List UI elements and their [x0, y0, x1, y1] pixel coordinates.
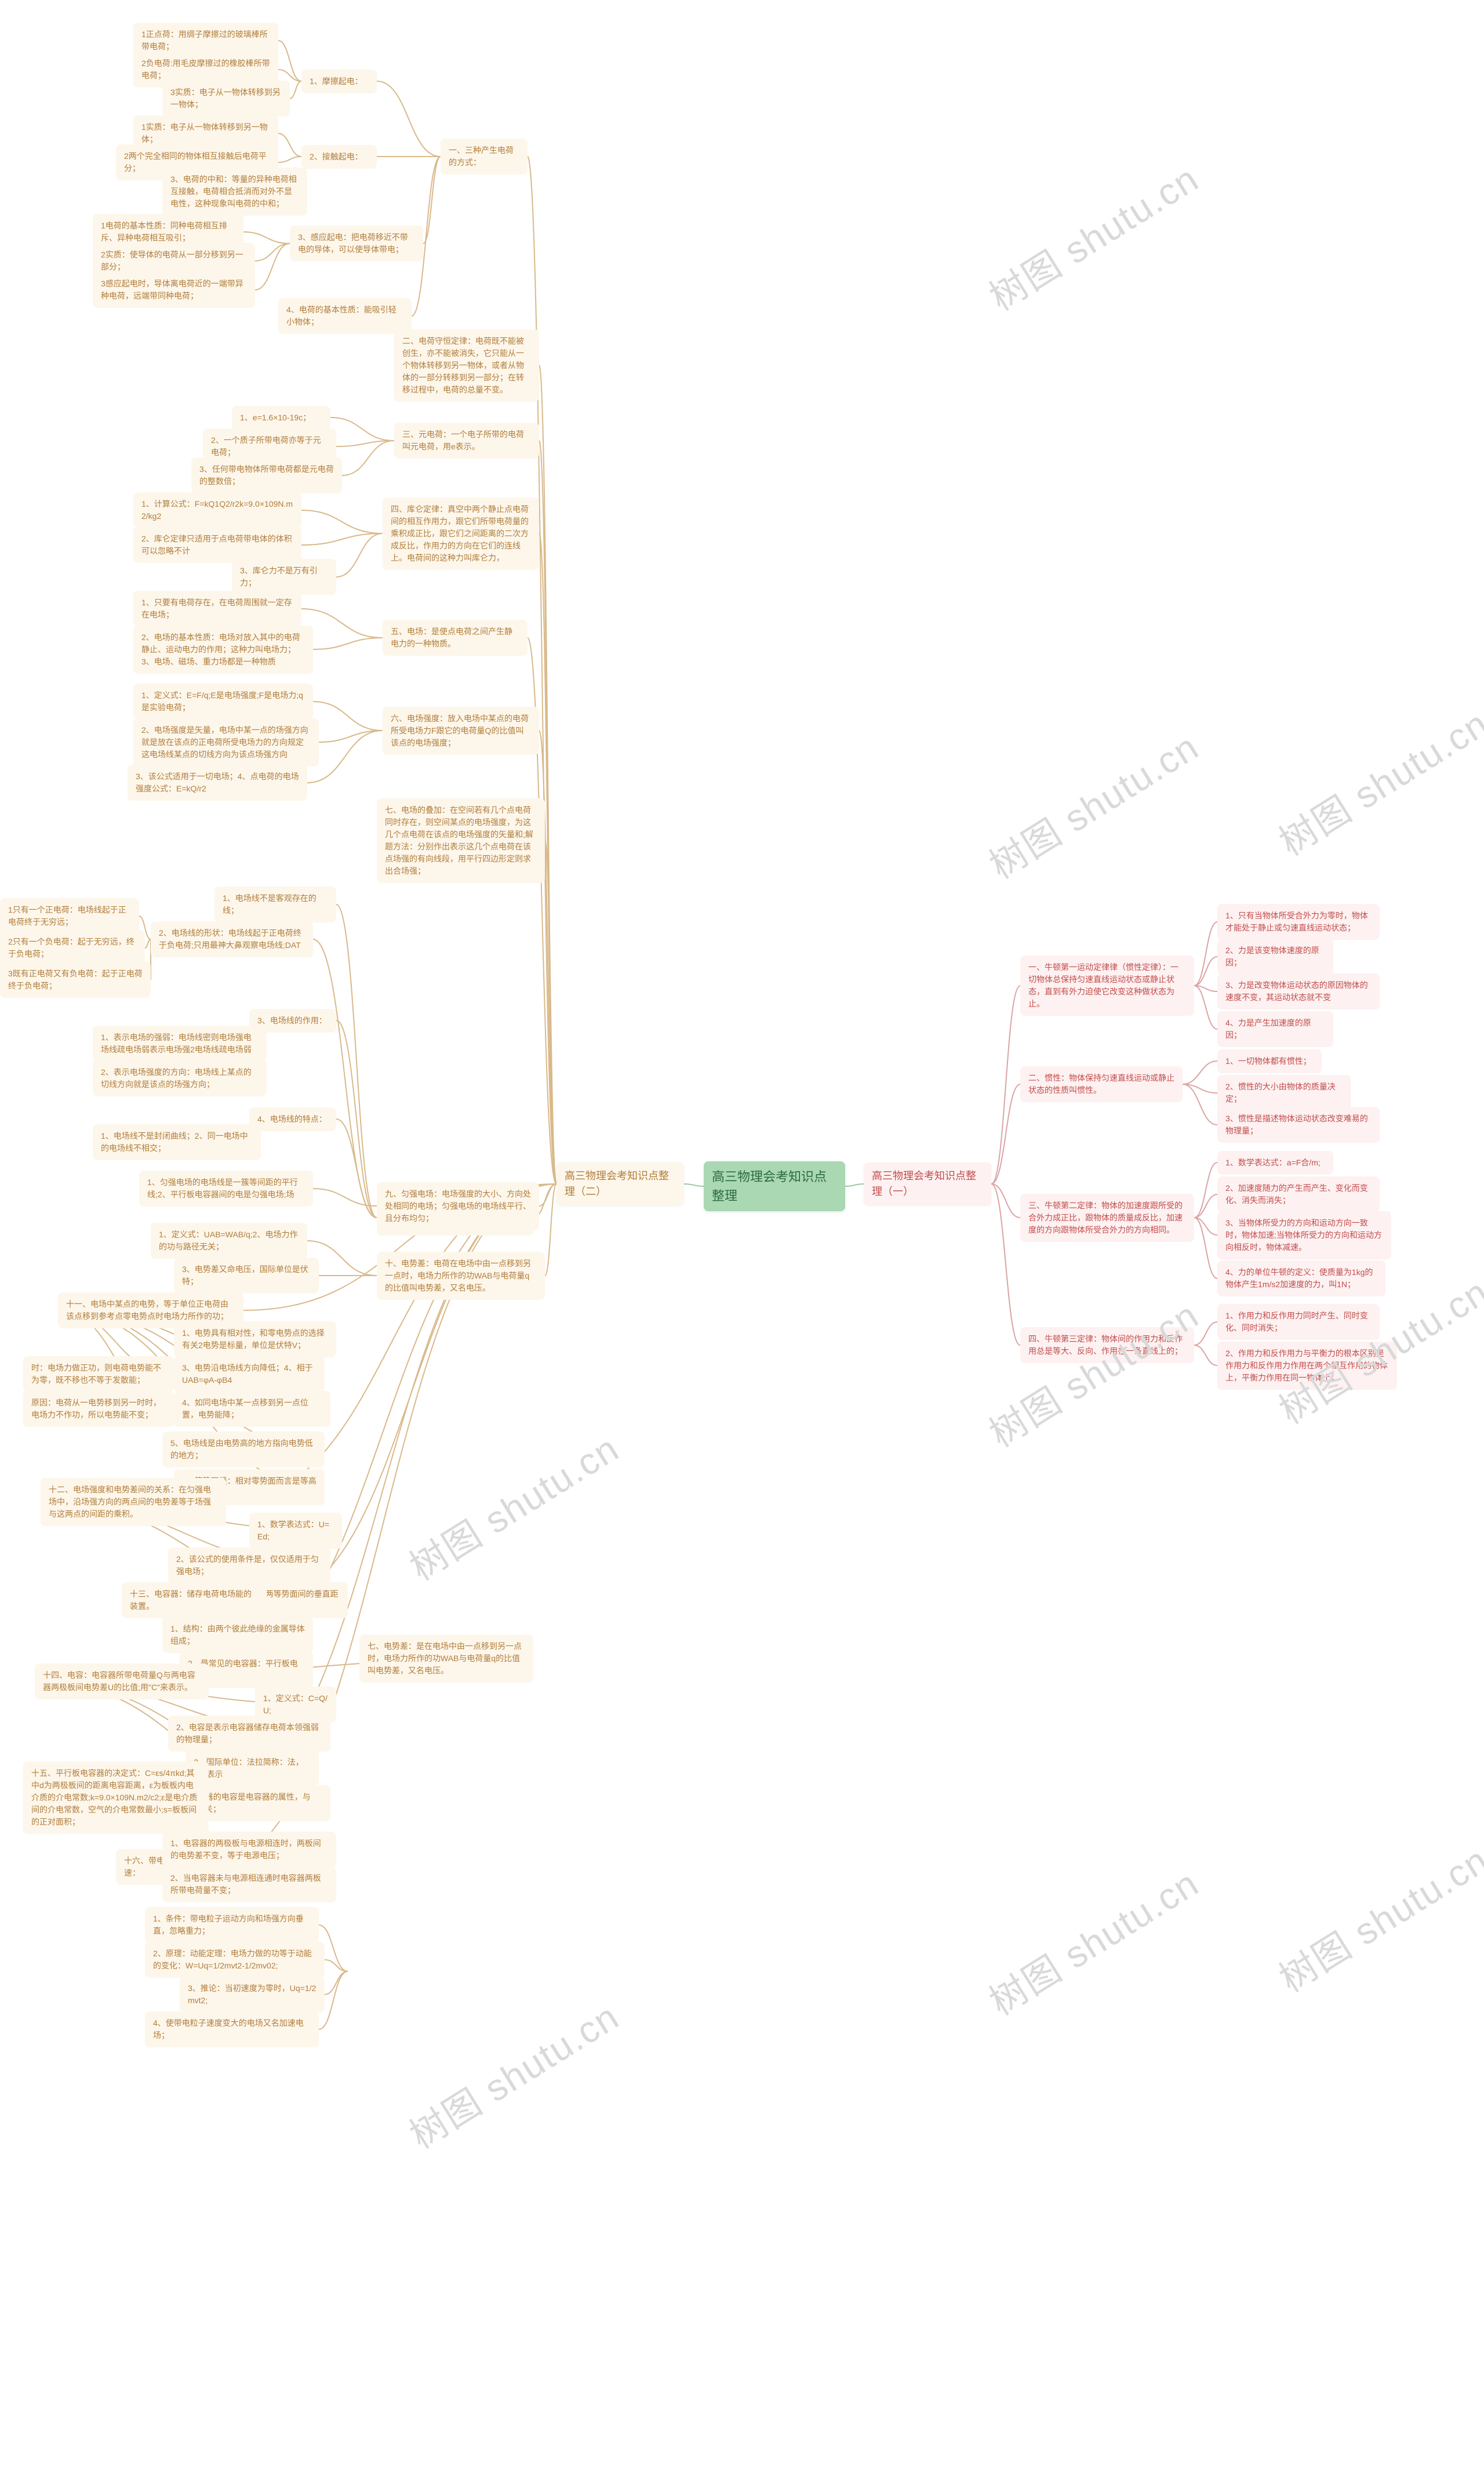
mindmap-node[interactable]: 2、惯性的大小由物体的质量决定；	[1217, 1075, 1351, 1111]
section-2[interactable]: 高三物理会考知识点整理（二）	[556, 1163, 684, 1205]
mindmap-node[interactable]: 3、库仑力不是万有引力；	[232, 559, 336, 595]
mindmap-node[interactable]: 2、该公式的使用条件是，仅仅适用于匀强电场；	[168, 1548, 330, 1583]
mindmap-node[interactable]: 1、匀强电场的电场线是一簇等间距的平行线;2、平行板电容器间的电是匀强电场;场	[139, 1171, 313, 1207]
watermark: 树图 shutu.cn	[978, 150, 1207, 321]
mindmap-node[interactable]: 5、电场线是由电势高的地方指向电势低的地方；	[162, 1432, 325, 1467]
watermark: 树图 shutu.cn	[398, 1988, 628, 2159]
mindmap-node[interactable]: 2、电场强度是矢量，电场中某一点的场强方向就是放在该点的正电荷所受电场力的方向规…	[133, 718, 319, 767]
mindmap-node[interactable]: 五、电场：是使点电荷之间产生静电力的一种物质。	[383, 620, 528, 656]
mindmap-node[interactable]: 3、惯性是描述物体运动状态改变难易的物理量；	[1217, 1107, 1380, 1143]
mindmap-node[interactable]: 九、匀强电场：电场强度的大小、方向处处相同的电场；匀强电场的电场线平行、且分布均…	[377, 1182, 539, 1230]
mindmap-node[interactable]: 3、感应起电：把电荷移近不带电的导体，可以使导体带电；	[290, 226, 423, 261]
mindmap-node[interactable]: 2、作用力和反作用力与平衡力的根本区别是作用力和反作用力作用在两个相互作用的物体…	[1217, 1342, 1397, 1390]
mindmap-node[interactable]: 3、电势沿电场线方向降低；4、相于 UAB=φA-φB4	[174, 1356, 325, 1392]
mindmap-node[interactable]: 1、电场线不是客观存在的线；	[214, 887, 336, 922]
mindmap-node[interactable]: 六、电场强度：放入电场中某点的电荷所受电场力F跟它的电荷量Q的比值叫该点的电场强…	[383, 707, 539, 755]
mindmap-node[interactable]: 1、只要有电荷存在，在电荷周围就一定存在电场；	[133, 591, 301, 627]
mindmap-node[interactable]: 十、电势差：电荷在电场中由一点移到另一点时，电场力所作的功WAB与电荷量q的比值…	[377, 1252, 545, 1300]
mindmap-node[interactable]: 1、数学表达式：U=Ed;	[249, 1513, 342, 1549]
mindmap-node[interactable]: 十四、电容：电容器所带电荷量Q与两电容器两极板间电势差U的比值;用"C"来表示。	[35, 1663, 209, 1699]
mindmap-node[interactable]: 4、如同电场中某一点移到另一点位置，电势能降；	[174, 1391, 330, 1427]
mindmap-node[interactable]: 4、电场线的特点：	[249, 1107, 336, 1131]
mindmap-node[interactable]: 十五、平行板电容器的决定式：C=εs/4πkd;其中d为两极板间的距离电容距离，…	[23, 1761, 209, 1834]
mindmap-node[interactable]: 3实质：电子从一物体转移到另一物体；	[162, 81, 290, 117]
mindmap-node[interactable]: 3、当物体所受力的方向和运动方向一致时，物体加速;当物体所受力的方向和运动方向相…	[1217, 1211, 1391, 1259]
mindmap-node[interactable]: 2、力是该变物体速度的原因；	[1217, 939, 1333, 975]
mindmap-node[interactable]: 四、库仑定律：真空中两个静止点电荷间的相互作用力，跟它们所带电荷量的乘积成正比，…	[383, 497, 539, 570]
mindmap-node[interactable]: 3、推论：当初速度为零时，Uq=1/2mvt2;	[180, 1977, 325, 2013]
mindmap-node[interactable]: 2、电场的基本性质：电场对放入其中的电荷静止、运动电力的作用；这种力叫电场力；3…	[133, 626, 313, 674]
mindmap-node[interactable]: 1、定义式：UAB=WAB/q;2、电场力作的功与路径无关；	[151, 1223, 307, 1259]
mindmap-node[interactable]: 1、结构：由两个彼此绝缘的金属导体组成；	[162, 1617, 313, 1653]
mindmap-node[interactable]: 2、电场线的形状：电场线起于正电荷终于负电荷;只用最神大鼻观察电场线;DAT	[151, 921, 313, 957]
mindmap-node[interactable]: 2只有一个负电荷：起于无穷远，终于负电荷；	[0, 930, 145, 966]
mindmap-node[interactable]: 1、定义式：E=F/q;E是电场强度;F是电场力;q是实验电荷；	[133, 684, 313, 720]
mindmap-node[interactable]: 4、力是产生加速度的原因；	[1217, 1011, 1333, 1047]
watermark: 树图 shutu.cn	[978, 1854, 1207, 2025]
watermark: 树图 shutu.cn	[1268, 1831, 1484, 2002]
mindmap-node[interactable]: 一、三种产生电荷的方式：	[441, 139, 528, 175]
mindmap-node[interactable]: 1、条件：带电粒子运动方向和场强方向垂直，忽略重力；	[145, 1907, 319, 1943]
mindmap-node[interactable]: 十三、电容器：储存电荷电场能的装置。	[122, 1582, 267, 1618]
mindmap-node[interactable]: 3、电荷的中和：等量的异种电荷相互接触，电荷相合抵消而对外不显电性，这种现象叫电…	[162, 168, 307, 216]
mindmap-node[interactable]: 1、电势具有相对性，和零电势点的选择有关2电势是标量，单位是伏特V；	[174, 1321, 336, 1357]
mindmap-node[interactable]: 2、电容是表示电容器储存电荷本领强弱的物理量；	[168, 1716, 330, 1752]
watermark: 树图 shutu.cn	[978, 1286, 1207, 1457]
section-1[interactable]: 高三物理会考知识点整理（一）	[864, 1163, 991, 1205]
mindmap-node[interactable]: 四、牛顿第三定律：物体间的作用力和反作用总是等大、反向、作用在一条直线上的；	[1020, 1327, 1194, 1363]
mindmap-node[interactable]: 1、一切物体都有惯性；	[1217, 1049, 1322, 1073]
mindmap-node[interactable]: 1、e=1.6×10-19c；	[232, 406, 330, 430]
mindmap-node[interactable]: 1、电容器的两极板与电源相连时，两板间的电势差不变，等于电源电压；	[162, 1832, 336, 1868]
mindmap-node[interactable]: 1、计算公式：F=kQ1Q2/r2k=9.0×109N.m2/kg2	[133, 492, 301, 528]
mindmap-node[interactable]: 1、只有当物体所受合外力为零时，物体才能处于静止或匀速直线运动状态；	[1217, 904, 1380, 940]
mindmap-node[interactable]: 时：电场力做正功，则电荷电势能不为零，既不移也不等于发散能；	[23, 1356, 174, 1392]
mindmap-node[interactable]: 七、电场的叠加：在空间若有几个点电荷同时存在，则空间某点的电场强度，为这几个点电…	[377, 798, 545, 883]
mindmap-node[interactable]: 2、当电容器未与电源相连通时电容器两板所带电荷量不变；	[162, 1866, 336, 1902]
mindmap-node[interactable]: 2、加速度随力的产生而产生、变化而变化、消失而消失；	[1217, 1176, 1380, 1212]
mindmap-node[interactable]: 4、电荷的基本性质：能吸引轻小物体；	[278, 298, 412, 334]
center-topic: 高三物理会考知识点整理	[704, 1161, 845, 1211]
mindmap-node[interactable]: 3既有正电荷又有负电荷：起于正电荷终于负电荷；	[0, 962, 151, 998]
mindmap-node[interactable]: 一、牛顿第一运动定律律（惯性定律）：一切物体总保持匀速直线运动状态或静止状态，直…	[1020, 956, 1194, 1016]
mindmap-node[interactable]: 3、力是改变物体运动状态的原因物体的速度不变，其运动状态就不变	[1217, 973, 1380, 1009]
mindmap-node[interactable]: 3感应起电时，导体离电荷近的一端带异种电荷，远端带同种电荷；	[93, 272, 255, 308]
mindmap-node[interactable]: 1、作用力和反作用力同时产生、同时变化、同时消失；	[1217, 1304, 1380, 1340]
mindmap-node[interactable]: 二、电荷守恒定律：电荷既不能被创生，亦不能被消失，它只能从一个物体转移到另一物体…	[394, 329, 539, 402]
mindmap-node[interactable]: 三、元电荷：一个电子所带的电荷叫元电荷，用e表示。	[394, 423, 539, 459]
mindmap-node[interactable]: 二、惯性：物体保持匀速直线运动或静止状态的性质叫惯性。	[1020, 1066, 1183, 1102]
mindmap-node[interactable]: 3、任何带电物体所带电荷都是元电荷的整数倍；	[191, 457, 342, 493]
mindmap-node[interactable]: 2、表示电场强度的方向：电场线上某点的切线方向就是该点的场强方向；	[93, 1060, 267, 1096]
watermark: 树图 shutu.cn	[1268, 695, 1484, 866]
mindmap-node[interactable]: 1、摩擦起电：	[301, 70, 377, 93]
mindmap-node[interactable]: 三、牛顿第二定律：物体的加速度跟所受的合外力成正比，跟物体的质量成反比，加速度的…	[1020, 1194, 1194, 1242]
watermark: 树图 shutu.cn	[978, 718, 1207, 889]
mindmap-node[interactable]: 3、该公式适用于一切电场；4、点电荷的电场强度公式：E=kQ/r2	[128, 765, 307, 801]
mindmap-node[interactable]: 原因：电荷从一电势移到另一时时，电场力不作功，所以电势能不变；	[23, 1391, 174, 1427]
mindmap-node[interactable]: 1只有一个正电荷：电场线起于正电荷终于无穷远；	[0, 898, 139, 934]
mindmap-node[interactable]: 2、库仑定律只适用于点电荷带电体的体积可以忽略不计	[133, 527, 301, 563]
mindmap-node[interactable]: 4、使带电粒子速度变大的电场又名加速电场；	[145, 2011, 319, 2047]
mindmap-node[interactable]: 十二、电场强度和电势差间的关系：在匀强电场中，沿场强方向的两点间的电势差等于场强…	[41, 1478, 226, 1526]
mindmap-node[interactable]: 2、原理：动能定理：电场力做的功等于动能的变化：W=Uq=1/2mvt2-1/2…	[145, 1942, 325, 1978]
watermark: 树图 shutu.cn	[398, 1419, 628, 1590]
mindmap-node[interactable]: 1、数学表达式：a=F合/m;	[1217, 1151, 1333, 1175]
mindmap-node[interactable]: 3、电势差又命电压，国际单位是伏特；	[174, 1258, 319, 1294]
mindmap-node[interactable]: 1、表示电场的强弱：电场线密则电场强电场线疏电场弱表示电场强2电场线疏电场弱	[93, 1026, 267, 1062]
mindmap-node[interactable]: 七、电势差：是在电场中由一点移到另一点时，电场力所作的功WAB与电荷量q的比值叫…	[359, 1634, 533, 1683]
mindmap-node[interactable]: 4、力的单位牛顿的定义：使质量为1kg的物体产生1m/s2加速度的力，叫1N；	[1217, 1261, 1385, 1296]
mindmap-node[interactable]: 2、接触起电：	[301, 145, 377, 169]
mindmap-node[interactable]: 1、电场线不是封闭曲线；2、同一电场中的电场线不相交；	[93, 1124, 261, 1160]
